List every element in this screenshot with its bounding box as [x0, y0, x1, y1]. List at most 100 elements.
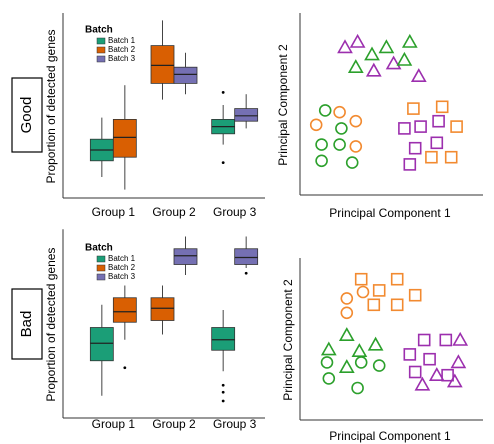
box [112, 297, 137, 323]
outlier [221, 390, 225, 394]
x-axis-label: Principal Component 1 [329, 206, 451, 220]
point [338, 359, 355, 374]
box [211, 327, 236, 351]
point [372, 359, 386, 372]
point [318, 104, 332, 117]
legend-swatch [96, 273, 106, 281]
legend-swatch [96, 255, 106, 263]
row-label-box [11, 77, 43, 153]
point [428, 367, 445, 382]
point [367, 336, 384, 351]
point [425, 150, 438, 164]
point [356, 285, 370, 299]
x-tick-label: Group 1 [92, 205, 136, 219]
legend-swatch [96, 46, 106, 54]
point [340, 306, 354, 320]
box [234, 248, 259, 265]
legend-label: Batch 1 [108, 36, 136, 45]
point [364, 46, 380, 61]
point [403, 348, 417, 361]
point [354, 356, 368, 369]
legend-swatch [96, 55, 106, 63]
point [407, 102, 420, 115]
x-tick-label: Group 1 [92, 417, 136, 431]
legend-swatch [96, 37, 106, 45]
point [367, 298, 381, 312]
outlier [221, 399, 225, 403]
box [112, 119, 137, 158]
point [372, 284, 386, 297]
y-axis-label: Principal Component 2 [276, 44, 290, 166]
point [315, 138, 328, 151]
point [414, 376, 431, 391]
box [173, 66, 198, 84]
point [365, 62, 382, 77]
point [439, 333, 453, 347]
box [150, 297, 175, 321]
legend-label: Batch 2 [108, 45, 136, 54]
point [322, 372, 336, 385]
point [444, 150, 458, 164]
point [340, 292, 354, 305]
point [320, 356, 334, 369]
outlier [244, 271, 248, 275]
point [408, 288, 422, 302]
legend-title: Batch [85, 25, 113, 36]
point [351, 381, 364, 395]
outlier [221, 161, 225, 165]
point [396, 51, 413, 66]
x-tick-label: Group 3 [213, 417, 257, 431]
point [315, 154, 328, 168]
point [441, 368, 454, 382]
point [349, 140, 363, 153]
point [347, 59, 364, 73]
point [390, 298, 404, 312]
point [432, 114, 445, 128]
outlier [221, 91, 225, 94]
point [351, 343, 368, 358]
point [335, 122, 348, 135]
point [430, 136, 444, 150]
box [173, 248, 198, 265]
point [408, 365, 422, 379]
point [403, 158, 417, 171]
point [378, 39, 395, 54]
point [354, 272, 368, 286]
legend-swatch [96, 264, 106, 272]
point [385, 55, 402, 70]
point [410, 68, 427, 82]
outlier [221, 383, 225, 387]
point [320, 341, 337, 356]
x-tick-label: Group 2 [152, 205, 196, 219]
point [390, 272, 404, 286]
legend-label: Batch 3 [108, 272, 136, 281]
box [150, 45, 175, 84]
point [333, 105, 346, 119]
box [89, 327, 114, 362]
point [452, 331, 469, 346]
y-axis-label: Proportion of detected genes [44, 29, 58, 183]
point [401, 33, 418, 48]
x-axis-label: Principal Component 1 [329, 429, 451, 443]
point [408, 141, 422, 155]
point [309, 118, 323, 132]
box [234, 108, 259, 122]
point [333, 138, 346, 151]
row-label: Good [18, 97, 35, 134]
x-tick-label: Group 2 [152, 417, 196, 431]
point [349, 114, 363, 128]
y-axis-label: Principal Component 2 [281, 279, 295, 401]
point [450, 354, 467, 369]
point [338, 327, 355, 342]
point [349, 33, 366, 48]
point [423, 352, 436, 366]
outlier [123, 366, 127, 370]
row-label: Bad [18, 311, 35, 338]
row-label-box [11, 288, 43, 360]
point [435, 100, 449, 114]
x-tick-label: Group 3 [213, 205, 257, 219]
legend-label: Batch 1 [108, 254, 136, 263]
point [446, 373, 463, 388]
legend-title: Batch [85, 243, 113, 254]
